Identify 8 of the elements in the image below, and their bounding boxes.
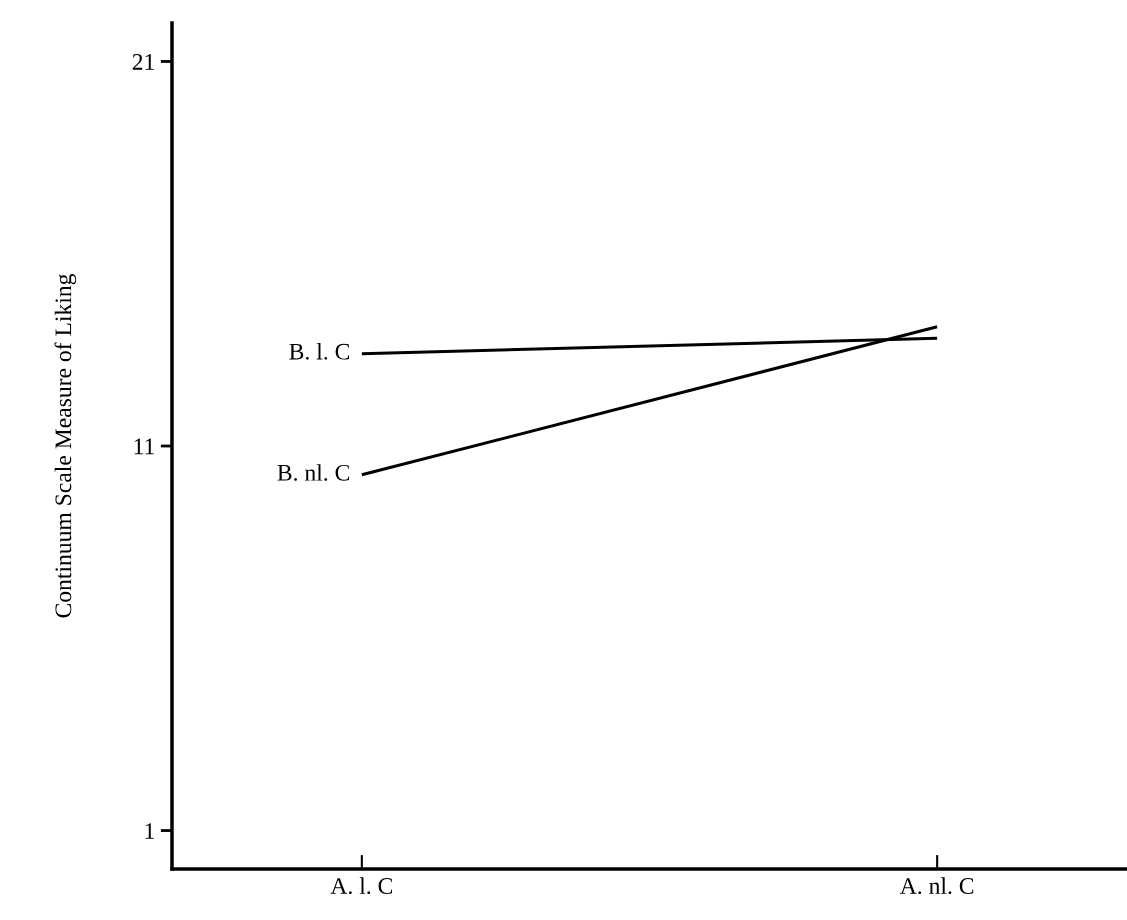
y-tick-label: 21 (132, 54, 154, 70)
x-tick-label: A. nl. C (899, 877, 974, 895)
x-tick-label: A. l. C (330, 877, 393, 895)
series-label: B. l. C (289, 343, 350, 360)
y-tick-label: 11 (134, 438, 154, 455)
series-label: B. nl. C (277, 464, 350, 481)
y-tick-label: 1 (145, 823, 154, 839)
y-axis-title: Continuum Scale Measure of Liking (54, 273, 77, 618)
